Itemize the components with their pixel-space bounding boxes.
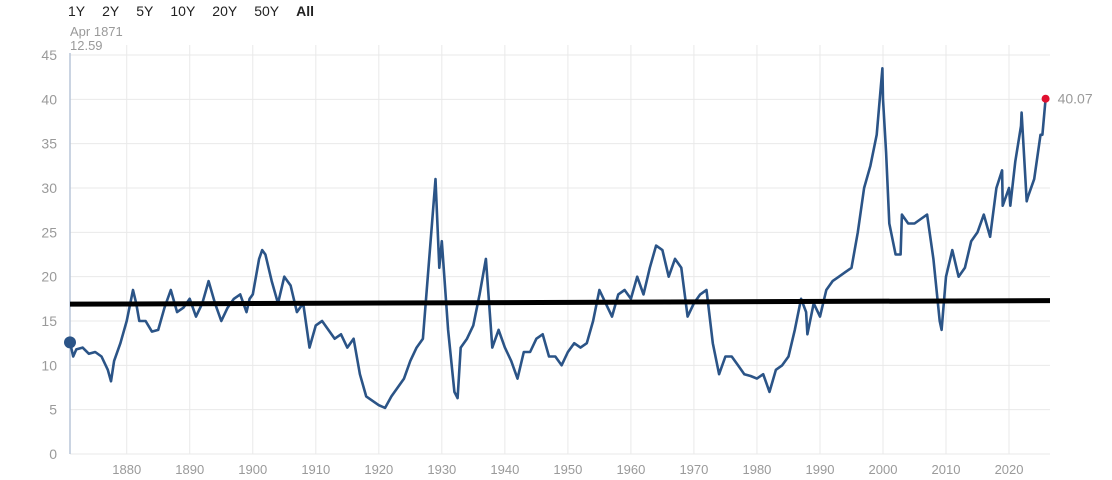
x-tick-label: 1930 bbox=[427, 462, 456, 477]
x-tick-label: 1890 bbox=[175, 462, 204, 477]
x-tick-label: 2020 bbox=[995, 462, 1024, 477]
range-button-2y[interactable]: 2Y bbox=[102, 3, 120, 19]
series-line bbox=[68, 67, 1047, 410]
range-button-10y[interactable]: 10Y bbox=[170, 3, 196, 19]
y-tick-label: 20 bbox=[41, 269, 57, 285]
start-point-marker bbox=[64, 336, 76, 349]
x-tick-label: 2000 bbox=[869, 462, 898, 477]
y-tick-label: 0 bbox=[49, 446, 57, 462]
y-tick-label: 45 bbox=[41, 47, 57, 63]
range-selector: 1Y 2Y 5Y 10Y 20Y 50Y All bbox=[68, 2, 331, 20]
reference-line bbox=[69, 298, 1051, 307]
y-tick-label: 10 bbox=[41, 357, 57, 373]
range-button-all[interactable]: All bbox=[296, 3, 315, 19]
x-tick-label: 1950 bbox=[553, 462, 582, 477]
end-value-label: 40.07 bbox=[1058, 91, 1093, 107]
y-tick-label: 30 bbox=[41, 180, 57, 196]
end-point-marker bbox=[1041, 94, 1050, 103]
tooltip-date: Apr 1871 bbox=[70, 24, 123, 39]
y-tick-label: 35 bbox=[41, 136, 57, 152]
x-tick-label: 1940 bbox=[490, 462, 519, 477]
tooltip-value: 12.59 bbox=[70, 38, 103, 53]
x-tick-label: 1910 bbox=[301, 462, 330, 477]
x-tick-label: 1990 bbox=[806, 462, 835, 477]
y-tick-label: 40 bbox=[41, 91, 57, 107]
x-tick-label: 1960 bbox=[616, 462, 645, 477]
y-tick-label: 15 bbox=[41, 313, 57, 329]
range-button-1y[interactable]: 1Y bbox=[68, 3, 86, 19]
y-tick-label: 5 bbox=[49, 402, 57, 418]
x-tick-label: 1970 bbox=[679, 462, 708, 477]
x-tick-label: 1900 bbox=[238, 462, 267, 477]
x-tick-label: 1920 bbox=[364, 462, 393, 477]
y-tick-label: 25 bbox=[41, 224, 57, 240]
x-tick-label: 2010 bbox=[932, 462, 961, 477]
x-tick-label: 1980 bbox=[742, 462, 771, 477]
range-button-50y[interactable]: 50Y bbox=[254, 3, 280, 19]
range-button-20y[interactable]: 20Y bbox=[212, 3, 238, 19]
x-tick-label: 1880 bbox=[112, 462, 141, 477]
hover-tooltip: Apr 1871 12.59 bbox=[70, 25, 123, 53]
range-button-5y[interactable]: 5Y bbox=[136, 3, 154, 19]
